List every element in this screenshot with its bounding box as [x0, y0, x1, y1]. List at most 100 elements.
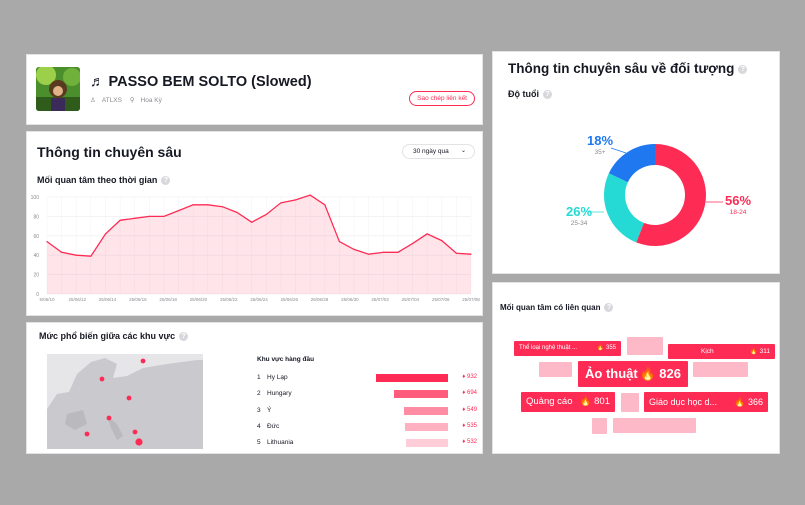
region-row[interactable]: 4 Đức ♦ 535	[257, 422, 477, 432]
chart-point	[455, 252, 457, 254]
x-tick-label: 5/06/10	[39, 297, 55, 302]
y-tick-label: 40	[33, 253, 39, 259]
map-marker	[99, 376, 105, 382]
region-rank: 3	[257, 407, 261, 414]
chart-point	[90, 255, 92, 257]
interest-chip[interactable]: Ảo thuật 🔥 826	[578, 361, 688, 387]
interest-chip-placeholder	[613, 418, 696, 433]
region-name: Ý	[267, 407, 272, 414]
map-marker-top	[135, 438, 143, 446]
region-row[interactable]: 5 Lithuania ♦ 532	[257, 438, 477, 448]
chart-point	[280, 202, 282, 204]
region-name: Hungary	[267, 390, 292, 397]
region-value: ♦ 549	[462, 407, 477, 413]
chart-point	[177, 209, 180, 212]
map-marker	[140, 358, 146, 364]
chart-point	[338, 241, 341, 243]
period-label: 30 ngày qua	[413, 148, 449, 155]
interest-chip[interactable]: Thể loại nghệ thuật ... 🔥 355	[514, 341, 621, 356]
x-tick-label: 25/06/12	[69, 297, 87, 302]
x-tick-label: 25/07/02	[371, 297, 389, 302]
region-name: Hy Lạp	[267, 374, 288, 381]
chart-point	[134, 217, 136, 219]
chart-point	[353, 248, 355, 250]
region-rank: 1	[257, 374, 261, 381]
song-meta: ♙ ATLXS ⚲ Hoa Kỳ	[90, 96, 168, 104]
region-rank: 2	[257, 390, 261, 397]
related-interests-title: Mối quan tâm có liên quan?	[500, 303, 614, 313]
chart-point	[324, 204, 326, 206]
chart-point	[75, 254, 77, 256]
donut-leader-line	[610, 147, 627, 154]
region-name: Đức	[267, 423, 280, 430]
chart-point	[192, 204, 194, 206]
region-row[interactable]: 1 Hy Lạp ♦ 932	[257, 373, 477, 383]
interest-chip-placeholder	[592, 418, 607, 434]
interest-chip[interactable]: Kịch 🔥 311	[668, 344, 775, 359]
region-value: ♦ 694	[462, 390, 477, 396]
y-tick-label: 100	[31, 195, 40, 201]
age-label-18-24: 56% 18-24	[725, 193, 752, 216]
interest-chip-placeholder	[627, 337, 663, 355]
interest-chip[interactable]: Giáo dục học d... 🔥 366	[644, 392, 768, 412]
y-tick-label: 0	[36, 292, 39, 298]
chart-point	[294, 199, 297, 201]
x-tick-label: 25/06/22	[220, 297, 238, 302]
y-tick-label: 20	[33, 273, 39, 279]
audience-title: Thông tin chuyên sâu về đối tượng?	[508, 61, 748, 76]
region-row[interactable]: 3 Ý ♦ 549	[257, 406, 477, 416]
map-marker	[126, 395, 132, 401]
song-card: ♬ PASSO BEM SOLTO (Slowed) ♙ ATLXS ⚲ Hoa K…	[26, 54, 483, 125]
info-icon[interactable]: ?	[161, 176, 171, 186]
song-title: ♬ PASSO BEM SOLTO (Slowed)	[90, 74, 312, 90]
region-value: ♦ 532	[462, 439, 477, 445]
info-icon[interactable]: ?	[604, 303, 614, 313]
map-marker	[84, 431, 90, 437]
europe-map[interactable]	[47, 354, 203, 449]
chart-point	[470, 253, 472, 255]
chart-point	[309, 194, 311, 196]
age-label-35-plus: 18% 35+	[587, 133, 614, 156]
region-rank: 4	[257, 423, 261, 430]
audience-card: Thông tin chuyên sâu về đối tượng? Độ tu…	[492, 51, 780, 274]
region-card: Mức phổ biến giữa các khu vực? Khu vực h…	[26, 322, 483, 454]
info-icon[interactable]: ?	[543, 90, 552, 100]
period-dropdown[interactable]: 30 ngày qua ⌄	[402, 144, 475, 159]
chart-point	[207, 204, 209, 206]
chart-point	[411, 242, 414, 245]
chart-point	[397, 251, 399, 253]
info-icon[interactable]: ?	[738, 64, 748, 74]
x-tick-label: 25/06/16	[129, 297, 147, 302]
x-tick-label: 25/07/08	[462, 297, 480, 302]
x-tick-label: 25/06/26	[281, 297, 299, 302]
chart-area	[47, 195, 471, 294]
donut-slice	[604, 173, 644, 243]
map-marker	[132, 429, 138, 435]
y-tick-label: 80	[33, 214, 39, 220]
region-name: Lithuania	[267, 439, 294, 446]
region-row[interactable]: 2 Hungary ♦ 694	[257, 389, 477, 399]
x-tick-label: 25/06/28	[311, 297, 329, 302]
chart-point	[236, 211, 238, 214]
region-bar	[393, 390, 448, 398]
interest-chip-placeholder	[621, 393, 639, 412]
chart-point	[61, 251, 63, 253]
song-cover-image	[36, 67, 80, 111]
y-tick-label: 60	[33, 234, 39, 240]
song-artist[interactable]: ATLXS	[101, 97, 122, 104]
copy-link-button[interactable]: Sao chép liên kết	[409, 91, 475, 106]
map-marker	[106, 415, 112, 421]
info-icon[interactable]: ?	[179, 332, 189, 342]
song-country: Hoa Kỳ	[140, 97, 162, 104]
x-tick-label: 25/06/14	[99, 297, 117, 302]
chart-point	[104, 233, 107, 235]
chart-point	[441, 240, 443, 242]
interest-chip[interactable]: Quảng cáo 🔥 801	[521, 392, 615, 412]
donut-slice	[636, 144, 706, 246]
chart-point	[163, 215, 165, 217]
chart-point	[119, 219, 121, 221]
insights-card: Thông tin chuyên sâu 30 ngày qua ⌄ Mối q…	[26, 131, 483, 316]
region-bar	[405, 423, 448, 431]
chart-series-line	[46, 194, 472, 257]
interest-chip-placeholder	[539, 362, 572, 377]
